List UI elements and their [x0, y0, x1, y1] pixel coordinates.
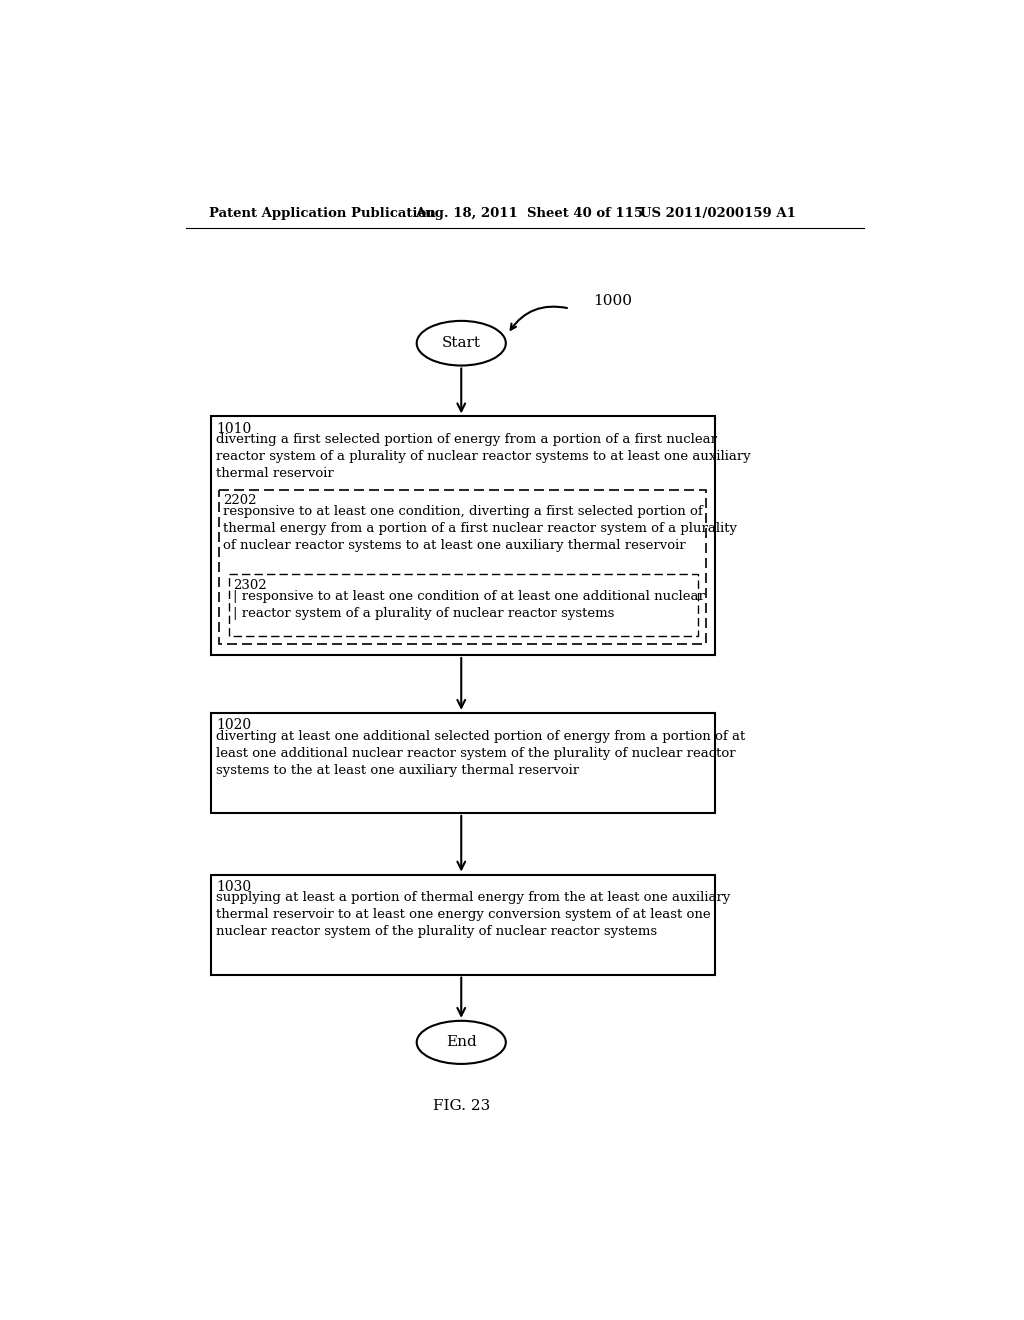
Text: 1000: 1000 — [593, 294, 632, 308]
Bar — [219, 490, 707, 644]
Bar — [211, 416, 715, 655]
Text: supplying at least a portion of thermal energy from the at least one auxiliary
t: supplying at least a portion of thermal … — [216, 891, 731, 939]
Text: diverting at least one additional selected portion of energy from a portion of a: diverting at least one additional select… — [216, 730, 745, 776]
Text: End: End — [445, 1035, 476, 1049]
Text: Start: Start — [441, 337, 480, 350]
Text: 2202: 2202 — [223, 494, 257, 507]
Text: Aug. 18, 2011  Sheet 40 of 115: Aug. 18, 2011 Sheet 40 of 115 — [415, 207, 643, 220]
Bar — [228, 574, 697, 636]
Bar — [211, 713, 715, 813]
Ellipse shape — [417, 1020, 506, 1064]
Text: | responsive to at least one condition of at least one additional nuclear
| reac: | responsive to at least one condition o… — [232, 590, 705, 619]
Text: 2302: 2302 — [232, 578, 266, 591]
Text: responsive to at least one condition, diverting a first selected portion of
ther: responsive to at least one condition, di… — [223, 506, 737, 552]
Text: 1020: 1020 — [216, 718, 252, 733]
Bar — [211, 874, 715, 974]
Text: Patent Application Publication: Patent Application Publication — [209, 207, 436, 220]
Text: FIG. 23: FIG. 23 — [432, 1098, 489, 1113]
Text: diverting a first selected portion of energy from a portion of a first nuclear
r: diverting a first selected portion of en… — [216, 433, 751, 480]
Text: 1010: 1010 — [216, 422, 252, 436]
Ellipse shape — [417, 321, 506, 366]
Text: US 2011/0200159 A1: US 2011/0200159 A1 — [640, 207, 796, 220]
Text: 1030: 1030 — [216, 880, 252, 894]
